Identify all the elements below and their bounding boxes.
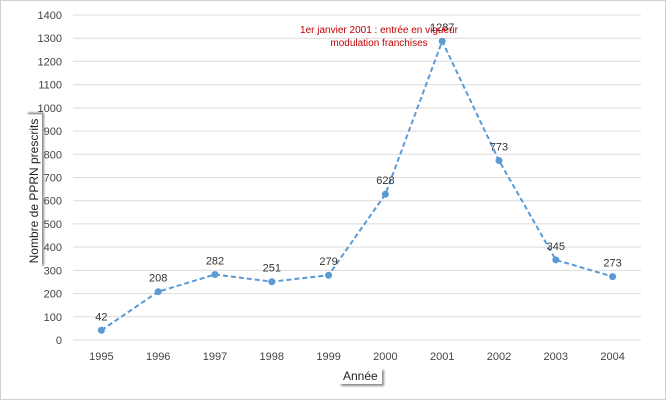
y-tick-label: 700 — [44, 173, 62, 185]
data-point — [325, 271, 333, 279]
x-tick-label: 1997 — [203, 351, 227, 363]
x-tick-label: 1996 — [146, 351, 170, 363]
y-tick-label: 300 — [44, 265, 62, 277]
x-tick-label: 1999 — [316, 351, 340, 363]
data-point — [97, 326, 105, 334]
y-axis-ticks: 0 100 200 300 400 500 600 700 800 900 1000 1100 1200… — [38, 10, 62, 347]
data-point — [154, 288, 162, 296]
data-label: 1287 — [430, 22, 454, 34]
y-tick-label: 1400 — [38, 10, 62, 22]
data-label: 773 — [490, 142, 508, 154]
data-point — [381, 190, 389, 198]
data-label: 273 — [603, 258, 621, 270]
data-point — [495, 157, 503, 165]
y-tick-label: 1100 — [38, 80, 62, 92]
x-tick-label: 2000 — [373, 351, 397, 363]
y-tick-label: 800 — [44, 149, 62, 161]
x-tick-label: 2004 — [600, 351, 624, 363]
data-label: 628 — [376, 175, 394, 187]
data-point — [268, 278, 276, 286]
x-axis-title: Année — [339, 368, 382, 384]
chart-annotation: 1er janvier 2001 : entrée en vigueur mod… — [300, 25, 458, 49]
y-tick-label: 200 — [44, 289, 62, 301]
y-tick-label: 400 — [44, 242, 62, 254]
data-points — [97, 37, 617, 334]
data-label: 279 — [319, 256, 337, 268]
x-tick-label: 2002 — [487, 351, 511, 363]
y-tick-label: 500 — [44, 219, 62, 231]
x-axis-ticks: 1995 1996 1997 1998 1999 2000 2001 2002 2003 2004 — [89, 351, 625, 363]
data-point — [438, 37, 446, 45]
data-label: 208 — [149, 273, 167, 285]
x-tick-label: 1998 — [260, 351, 284, 363]
y-tick-label: 600 — [44, 196, 62, 208]
data-label: 282 — [206, 256, 224, 268]
gridlines — [73, 14, 641, 341]
y-tick-label: 0 — [56, 335, 62, 347]
data-label: 251 — [263, 263, 281, 275]
y-tick-label: 1300 — [38, 33, 62, 45]
x-tick-label: 2001 — [430, 351, 454, 363]
y-tick-label: 1000 — [38, 103, 62, 115]
y-tick-label: 100 — [44, 312, 62, 324]
data-label: 42 — [95, 311, 107, 323]
data-label: 345 — [547, 241, 565, 253]
x-tick-label: 2003 — [544, 351, 568, 363]
data-point — [211, 271, 219, 279]
y-tick-label: 900 — [44, 126, 62, 138]
y-axis-title: Nombre de PPRN prescrits — [26, 114, 42, 268]
data-labels: 42 208 282 251 279 628 1287 773 345 273 — [95, 22, 622, 323]
series-line — [100, 38, 613, 332]
data-point — [609, 273, 617, 281]
x-tick-label: 1995 — [89, 351, 113, 363]
data-point — [552, 256, 560, 264]
y-tick-label: 1200 — [38, 56, 62, 68]
